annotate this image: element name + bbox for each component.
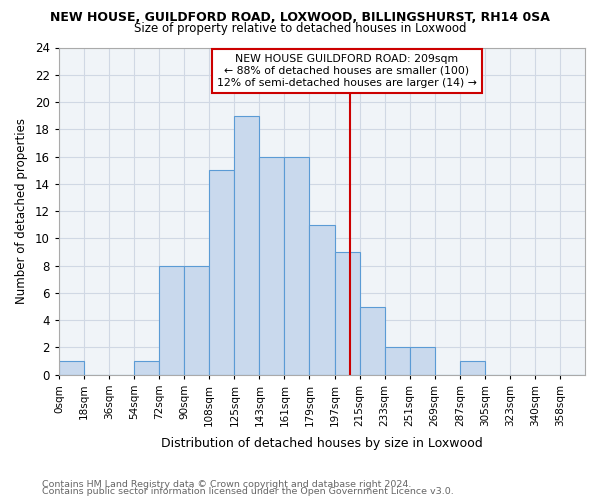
Bar <box>159 266 184 374</box>
Bar <box>259 156 284 374</box>
Bar <box>209 170 235 374</box>
Text: NEW HOUSE, GUILDFORD ROAD, LOXWOOD, BILLINGSHURST, RH14 0SA: NEW HOUSE, GUILDFORD ROAD, LOXWOOD, BILL… <box>50 11 550 24</box>
Bar <box>184 266 209 374</box>
Text: Contains public sector information licensed under the Open Government Licence v3: Contains public sector information licen… <box>42 488 454 496</box>
Bar <box>235 116 259 374</box>
Bar <box>335 252 359 374</box>
Bar <box>284 156 310 374</box>
Text: Size of property relative to detached houses in Loxwood: Size of property relative to detached ho… <box>134 22 466 35</box>
Bar <box>385 348 410 374</box>
Text: NEW HOUSE GUILDFORD ROAD: 209sqm
← 88% of detached houses are smaller (100)
12% : NEW HOUSE GUILDFORD ROAD: 209sqm ← 88% o… <box>217 54 477 88</box>
Y-axis label: Number of detached properties: Number of detached properties <box>15 118 28 304</box>
Bar <box>460 361 485 374</box>
Bar <box>310 225 335 374</box>
Bar <box>134 361 159 374</box>
Bar <box>359 306 385 374</box>
Bar <box>59 361 84 374</box>
Text: Contains HM Land Registry data © Crown copyright and database right 2024.: Contains HM Land Registry data © Crown c… <box>42 480 412 489</box>
Bar <box>410 348 435 374</box>
X-axis label: Distribution of detached houses by size in Loxwood: Distribution of detached houses by size … <box>161 437 483 450</box>
